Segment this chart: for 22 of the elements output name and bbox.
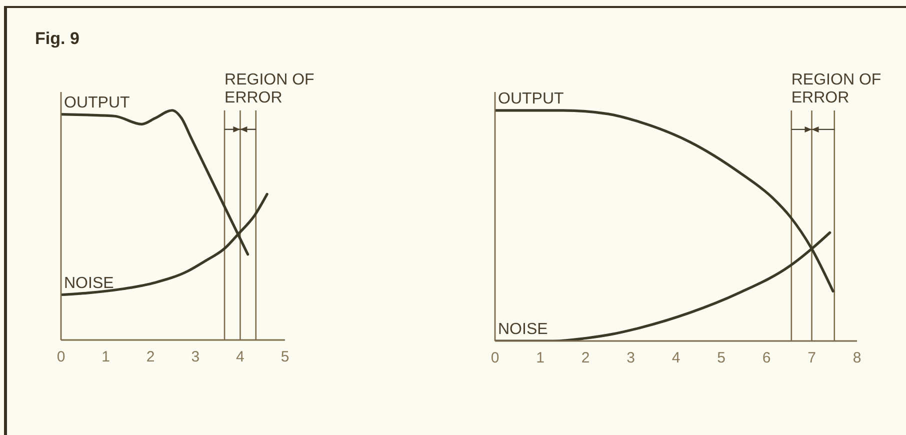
x-tick-label: 5 (717, 350, 726, 367)
x-tick-label: 2 (581, 350, 590, 367)
series-label: NOISE (64, 274, 114, 292)
x-tick-label: 4 (672, 350, 680, 367)
x-tick-label: 7 (808, 350, 816, 367)
x-tick-label: 1 (102, 348, 110, 366)
x-tick-label: 3 (191, 348, 200, 366)
x-tick-label: 1 (536, 350, 544, 367)
x-tick-label: 3 (626, 350, 635, 367)
x-tick-label: 0 (56, 348, 66, 366)
x-tick-label: 4 (236, 348, 244, 366)
x-tick-label: 8 (852, 350, 862, 367)
ref-line-label: REGION OF ERROR (224, 71, 315, 106)
x-tick-label: 2 (146, 348, 155, 366)
series-label: OUTPUT (64, 94, 130, 112)
series-label: OUTPUT (498, 90, 564, 108)
series-label: NOISE (498, 321, 548, 338)
ref-line-label: REGION OF ERROR (791, 71, 882, 106)
x-tick-label: 5 (280, 348, 290, 366)
x-tick-label: 0 (490, 350, 500, 367)
chart-title: Fig. 9 (35, 29, 80, 49)
x-tick-label: 6 (762, 350, 771, 367)
